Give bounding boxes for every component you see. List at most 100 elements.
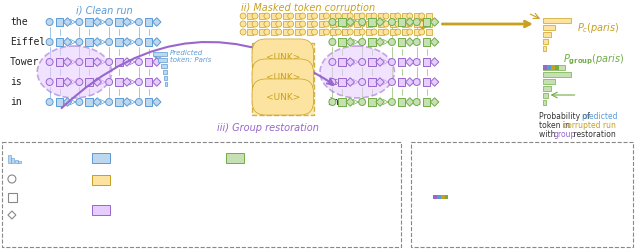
- Bar: [368, 98, 376, 106]
- Circle shape: [348, 29, 353, 35]
- Text: corrupted run: corrupted run: [563, 121, 616, 130]
- Bar: [56, 18, 63, 26]
- Bar: [319, 21, 324, 27]
- Bar: [15, 160, 18, 163]
- Bar: [547, 65, 550, 70]
- Circle shape: [419, 13, 425, 19]
- Bar: [115, 78, 122, 86]
- Circle shape: [358, 99, 365, 106]
- Circle shape: [335, 21, 341, 27]
- Bar: [543, 79, 555, 84]
- Bar: [422, 58, 430, 66]
- Bar: [145, 78, 152, 86]
- Circle shape: [252, 29, 258, 35]
- Bar: [550, 65, 555, 70]
- Circle shape: [395, 21, 401, 27]
- Bar: [330, 29, 337, 35]
- Bar: [85, 18, 93, 26]
- Circle shape: [288, 13, 294, 19]
- Text: i) Clean run: i) Clean run: [76, 5, 132, 15]
- Text: components: components: [275, 171, 324, 180]
- Circle shape: [383, 29, 389, 35]
- Bar: [145, 38, 152, 46]
- Text: Components directly affected: Components directly affected: [114, 175, 228, 184]
- Bar: [398, 18, 405, 26]
- Text: by the: by the: [114, 184, 141, 193]
- Polygon shape: [123, 78, 131, 86]
- Bar: [294, 13, 301, 19]
- Bar: [164, 82, 166, 86]
- Polygon shape: [376, 58, 384, 66]
- Text: group: group: [554, 130, 576, 139]
- Circle shape: [329, 78, 336, 85]
- Polygon shape: [376, 18, 384, 26]
- Text: $-$: $-$: [496, 186, 508, 200]
- Circle shape: [288, 29, 294, 35]
- Bar: [85, 98, 93, 106]
- Circle shape: [407, 29, 413, 35]
- Bar: [354, 21, 360, 27]
- Circle shape: [300, 13, 306, 19]
- Circle shape: [76, 39, 83, 46]
- Circle shape: [388, 39, 396, 46]
- Text: Restored components: Restored components: [114, 205, 198, 214]
- Circle shape: [76, 59, 83, 65]
- Circle shape: [358, 78, 365, 85]
- Polygon shape: [123, 58, 131, 66]
- Polygon shape: [123, 18, 131, 26]
- Bar: [8, 193, 17, 202]
- Bar: [366, 29, 372, 35]
- Bar: [115, 98, 122, 106]
- Bar: [56, 78, 63, 86]
- Polygon shape: [93, 78, 102, 86]
- Bar: [85, 38, 93, 46]
- Circle shape: [323, 29, 330, 35]
- Bar: [342, 21, 348, 27]
- Circle shape: [46, 99, 53, 106]
- Polygon shape: [406, 18, 414, 26]
- Bar: [330, 13, 337, 19]
- Bar: [436, 195, 440, 199]
- Text: with: with: [539, 130, 557, 139]
- Bar: [161, 64, 166, 68]
- Bar: [92, 153, 110, 163]
- Text: predicted: predicted: [582, 112, 618, 121]
- Bar: [354, 29, 360, 35]
- Bar: [422, 18, 430, 26]
- Polygon shape: [376, 98, 384, 106]
- Circle shape: [348, 13, 353, 19]
- Bar: [543, 65, 547, 70]
- Bar: [92, 205, 110, 215]
- Text: Estimated effect of: Estimated effect of: [420, 155, 516, 165]
- Bar: [115, 38, 122, 46]
- Circle shape: [407, 21, 413, 27]
- Bar: [8, 155, 11, 163]
- Bar: [445, 195, 449, 199]
- Circle shape: [348, 21, 353, 27]
- Circle shape: [323, 13, 330, 19]
- Bar: [543, 65, 564, 70]
- Polygon shape: [152, 58, 161, 66]
- Bar: [56, 98, 63, 106]
- Text: $P_{\mathbf{group}}(paris)$: $P_{\mathbf{group}}(paris)$: [563, 53, 624, 67]
- Circle shape: [413, 39, 420, 46]
- Text: Predicted
token: Paris: Predicted token: Paris: [170, 50, 211, 63]
- Circle shape: [106, 59, 113, 65]
- Bar: [283, 29, 289, 35]
- Ellipse shape: [37, 46, 111, 98]
- Bar: [163, 70, 166, 74]
- Bar: [145, 98, 152, 106]
- Circle shape: [106, 39, 113, 46]
- Text: in: in: [328, 97, 339, 107]
- Circle shape: [312, 29, 317, 35]
- Bar: [543, 39, 548, 44]
- Bar: [342, 13, 348, 19]
- Bar: [339, 18, 346, 26]
- Text: iii) Group restoration: iii) Group restoration: [217, 123, 319, 133]
- Text: on: on: [521, 155, 536, 165]
- Bar: [12, 158, 14, 163]
- Text: in: in: [10, 97, 22, 107]
- Bar: [398, 98, 405, 106]
- Text: the: the: [420, 168, 439, 178]
- Polygon shape: [346, 18, 355, 26]
